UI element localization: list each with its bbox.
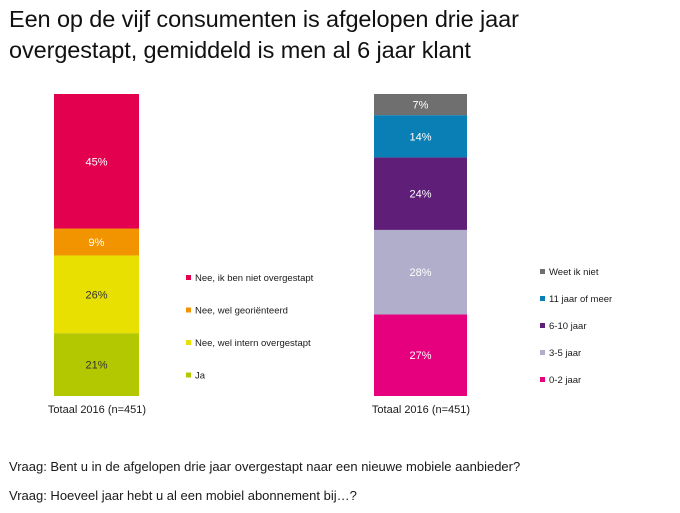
legend-swatch [540, 323, 545, 328]
data-label: 45% [85, 156, 107, 168]
category-label: Totaal 2016 (n=451) [372, 404, 470, 416]
legend-label: Nee, ik ben niet overgestapt [195, 273, 314, 284]
legend-label: Nee, wel georiënteerd [195, 306, 288, 317]
chart-1: 21% 26% 9% 45% Totaal 2016 (n=451) Nee, ik be… [48, 94, 314, 416]
legend-swatch [186, 372, 191, 378]
question-1: Vraag: Bent u in de afgelopen drie jaar … [9, 459, 521, 474]
title-line-2: overgestapt, gemiddeld is men al 6 jaar … [9, 37, 471, 63]
bar-segment [374, 115, 467, 158]
category-label: Totaal 2016 (n=451) [48, 404, 146, 416]
legend: Weet ik niet 11 jaar of meer 6-10 jaar 3-5 … [540, 267, 612, 386]
bar-segment [54, 333, 139, 396]
legend-label: Weet ik niet [549, 267, 599, 278]
data-label: 26% [85, 289, 107, 301]
question-2: Vraag: Hoeveel jaar hebt u al een mobiel… [9, 488, 357, 503]
bar-segment [374, 314, 467, 396]
bar-segment [374, 94, 467, 116]
data-label: 14% [409, 131, 431, 143]
legend-label: 3-5 jaar [549, 348, 581, 359]
legend-label: Ja [195, 371, 206, 382]
title-line-1: Een op de vijf consumenten is afgelopen … [9, 6, 519, 32]
legend-swatch [540, 377, 545, 382]
legend-swatch [540, 296, 545, 301]
bar-segment [374, 157, 467, 230]
data-label: 7% [413, 100, 429, 112]
data-label: 21% [85, 360, 107, 372]
legend-swatch [186, 340, 191, 345]
legend-label: Nee, wel intern overgestapt [195, 338, 311, 349]
data-label: 27% [409, 350, 431, 362]
legend-swatch [186, 307, 191, 313]
data-label: 24% [409, 189, 431, 201]
bar-segment [54, 255, 139, 334]
data-label: 9% [89, 237, 105, 249]
page-title: Een op de vijf consumenten is afgelopen … [9, 4, 674, 66]
legend-label: 11 jaar of meer [549, 294, 612, 305]
legend-label: 6-10 jaar [549, 321, 587, 332]
legend: Nee, ik ben niet overgestapt Nee, wel geo… [186, 273, 314, 382]
bar-segment [374, 229, 467, 315]
data-label: 28% [409, 267, 431, 279]
bar-segment [54, 228, 139, 256]
legend-swatch [540, 350, 545, 355]
chart-2: 27% 28% 24% 14% 7% Totaal 2016 (n=451) Weet ik… [372, 94, 612, 416]
bar-segment [54, 94, 139, 229]
legend-swatch [186, 275, 191, 280]
legend-swatch [540, 269, 545, 274]
legend-label: 0-2 jaar [549, 375, 581, 386]
